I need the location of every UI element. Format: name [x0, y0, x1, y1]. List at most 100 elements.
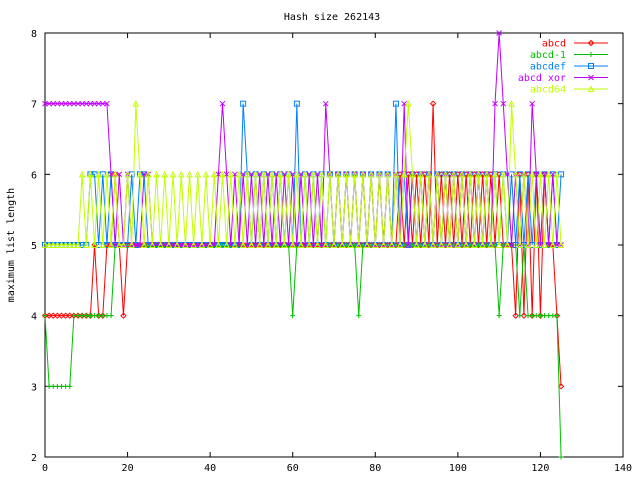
data-point: [95, 170, 102, 178]
data-point: [140, 241, 148, 248]
data-point: [351, 170, 358, 178]
data-point: [62, 241, 69, 248]
series-layer: [41, 30, 565, 460]
data-point: [281, 241, 288, 248]
data-point: [42, 313, 48, 319]
data-point: [491, 170, 499, 178]
data-point: [54, 241, 61, 248]
data-point: [371, 241, 379, 248]
data-point: [429, 241, 437, 248]
data-point: [512, 312, 519, 319]
data-point: [186, 170, 193, 178]
data-point: [496, 30, 502, 36]
legend-marker: [588, 52, 594, 57]
legend-marker: [588, 74, 594, 81]
y-tick-label: 8: [31, 29, 37, 40]
data-point: [314, 241, 321, 248]
x-tick-label: 80: [369, 463, 381, 474]
data-point: [528, 170, 536, 178]
legend-marker: [587, 39, 595, 47]
data-point: [256, 241, 263, 248]
data-point: [50, 312, 57, 319]
y-tick-label: 3: [31, 382, 37, 393]
data-point: [471, 241, 478, 248]
data-point: [429, 100, 437, 107]
y-tick-label: 6: [31, 170, 37, 181]
data-point: [318, 170, 325, 178]
legend-item: abcd: [542, 39, 608, 50]
data-point: [74, 241, 82, 248]
legend-label: abcd xor: [518, 73, 566, 84]
data-point: [74, 312, 82, 319]
data-point: [479, 241, 486, 248]
data-point: [529, 100, 536, 107]
data-point: [483, 170, 491, 178]
data-point: [367, 170, 375, 178]
data-point: [252, 170, 259, 178]
data-point: [492, 100, 498, 107]
data-point: [66, 241, 74, 248]
data-point: [524, 241, 532, 248]
data-point: [487, 241, 495, 248]
data-point: [359, 170, 367, 178]
data-point: [182, 241, 189, 248]
data-point: [103, 170, 111, 178]
data-point: [322, 100, 329, 107]
data-point: [517, 313, 523, 319]
data-point: [557, 241, 565, 248]
data-point: [537, 170, 544, 178]
data-point: [433, 170, 441, 178]
data-point: [49, 241, 57, 248]
data-point: [400, 170, 408, 178]
data-point: [219, 100, 226, 107]
data-point: [107, 241, 115, 248]
data-point: [120, 241, 127, 248]
data-point: [520, 312, 528, 319]
data-point: [215, 241, 222, 248]
x-tick-label: 140: [614, 463, 632, 474]
data-point: [58, 241, 65, 248]
legend-label: abcd64: [530, 85, 566, 96]
data-point: [54, 312, 61, 319]
x-tick-label: 100: [449, 463, 467, 474]
data-point: [83, 312, 90, 319]
data-point: [99, 100, 106, 107]
legend-item: abcdef: [530, 62, 608, 73]
series-abcd64: [41, 100, 565, 248]
data-point: [355, 241, 363, 248]
data-point: [326, 170, 334, 178]
y-tick-label: 7: [31, 100, 37, 111]
data-point: [343, 170, 350, 178]
data-point: [95, 312, 102, 319]
data-point: [450, 170, 458, 178]
data-point: [108, 313, 114, 319]
data-point: [285, 170, 292, 178]
data-point: [293, 100, 300, 107]
data-point: [363, 241, 371, 248]
data-point: [409, 170, 416, 178]
data-point: [243, 170, 251, 178]
data-point: [231, 241, 239, 248]
data-point: [532, 241, 540, 248]
data-point: [95, 100, 102, 107]
data-point: [322, 241, 330, 248]
data-point: [75, 100, 81, 107]
data-point: [239, 241, 247, 248]
data-point: [334, 170, 342, 178]
data-point: [268, 170, 276, 178]
data-point: [277, 170, 284, 178]
data-point: [392, 100, 399, 107]
data-point: [338, 241, 346, 248]
data-point: [558, 454, 564, 460]
data-point: [260, 170, 268, 178]
data-point: [173, 241, 181, 248]
data-point: [66, 312, 73, 319]
data-point: [91, 241, 98, 248]
data-point: [67, 383, 73, 389]
legend-marker: [588, 63, 594, 69]
data-point: [78, 312, 86, 319]
x-tick-label: 40: [204, 463, 216, 474]
data-point: [272, 241, 280, 248]
